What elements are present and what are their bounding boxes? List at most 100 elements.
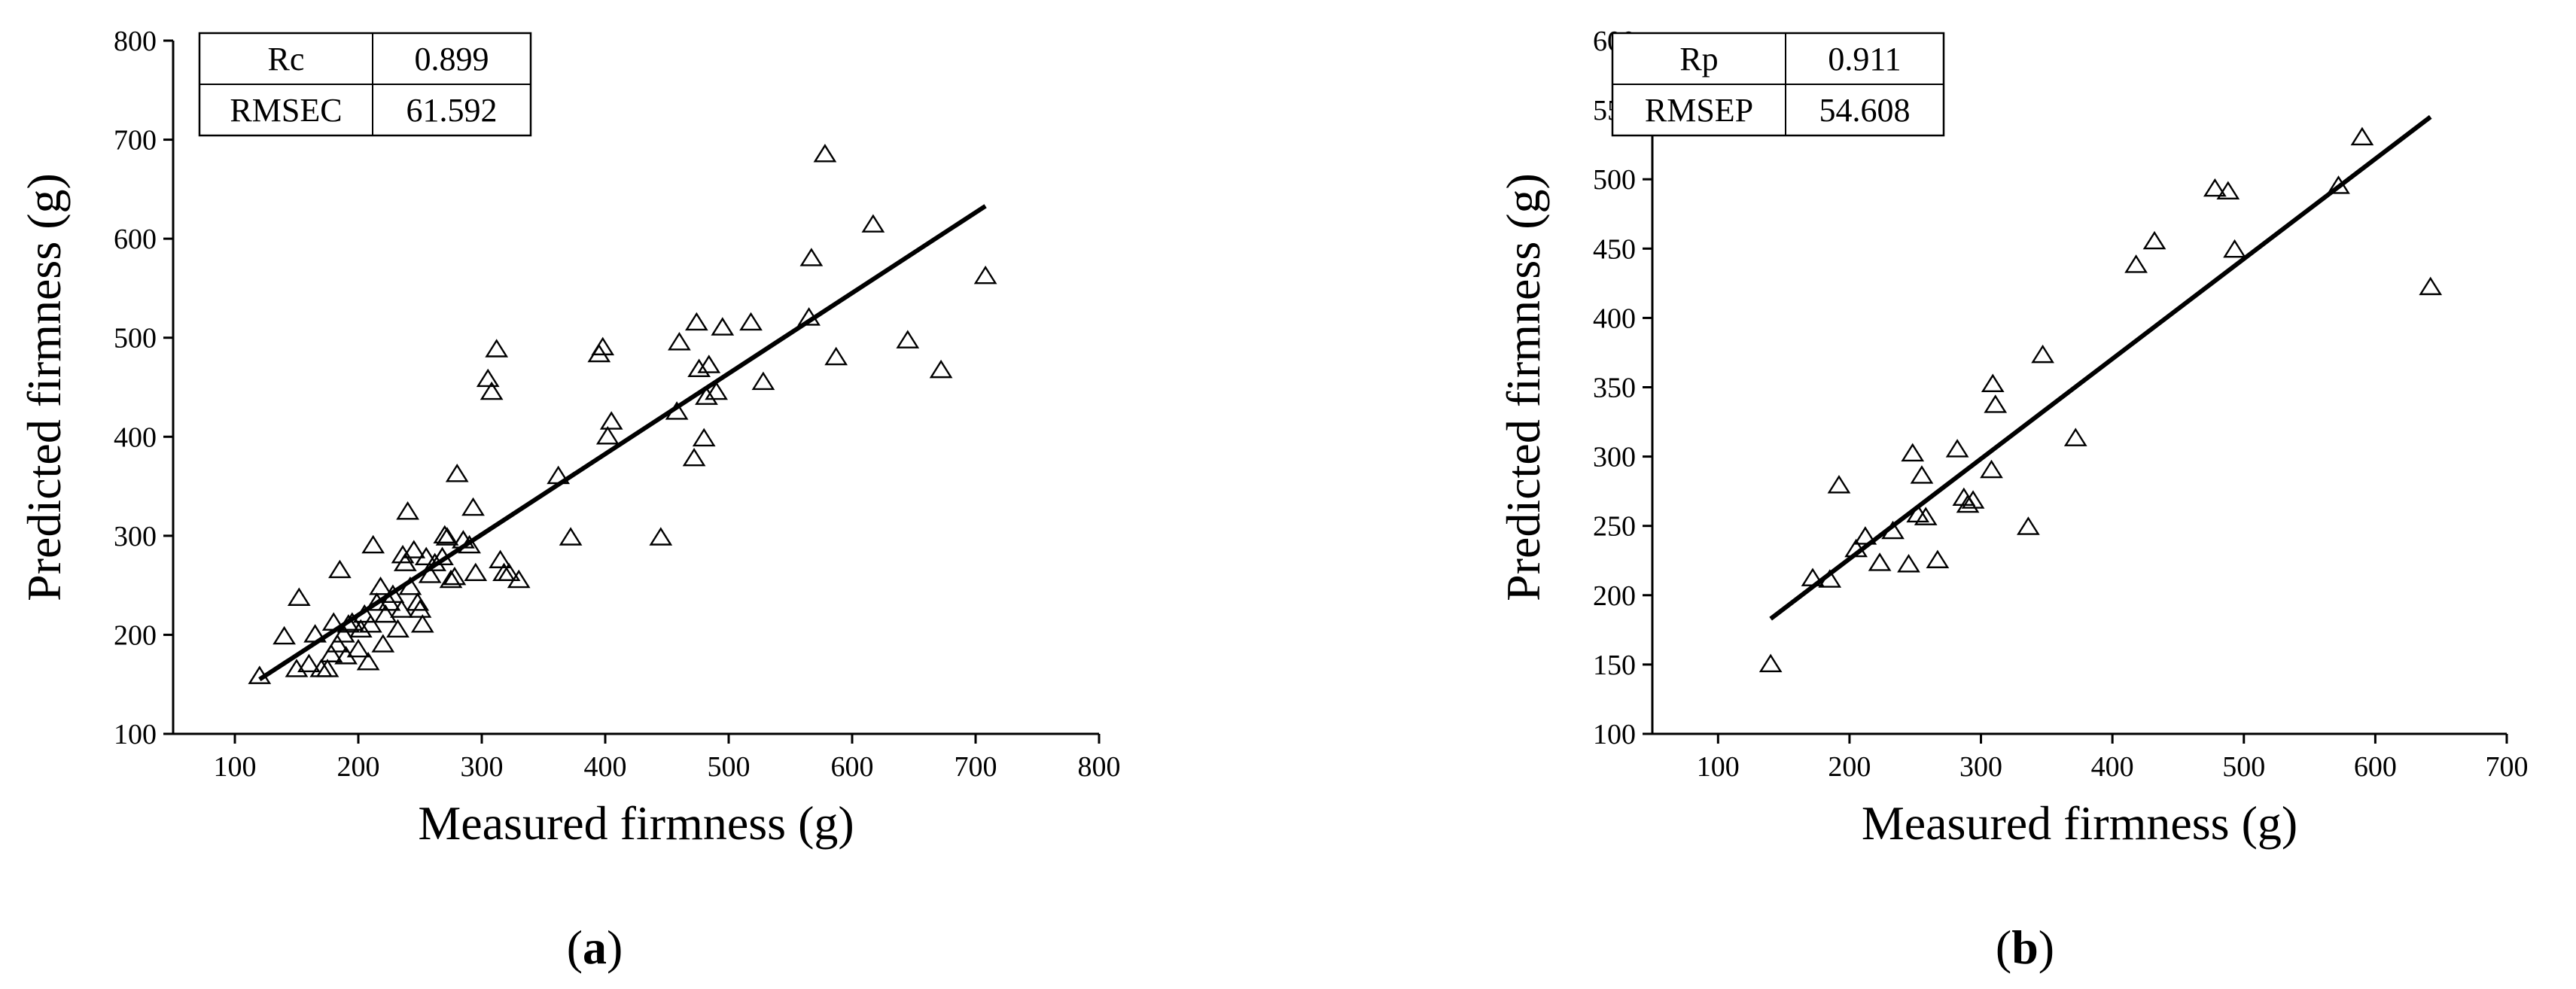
- y-tick-label: 600: [114, 224, 157, 255]
- data-point: [303, 624, 327, 643]
- stats-label: Rc: [268, 41, 305, 78]
- data-point: [2142, 230, 2166, 250]
- stats-label: RMSEC: [230, 92, 342, 129]
- y-tick-label: 300: [114, 521, 157, 552]
- data-point: [418, 564, 442, 583]
- data-point: [1980, 459, 2003, 479]
- data-point: [287, 587, 311, 606]
- data-point: [464, 562, 488, 582]
- data-point: [2017, 516, 2040, 535]
- data-point: [248, 665, 272, 684]
- data-point: [668, 332, 691, 351]
- data-point: [697, 355, 721, 373]
- data-point: [559, 527, 583, 546]
- data-point: [433, 525, 457, 544]
- stats-label: RMSEP: [1645, 92, 1753, 129]
- data-point: [321, 612, 346, 631]
- data-point: [390, 599, 413, 618]
- x-tick-label: 700: [955, 751, 997, 783]
- data-point: [507, 569, 531, 589]
- x-tick-label: 300: [461, 751, 504, 783]
- stats-table: Rc 0.899 RMSEC 61.592: [198, 32, 532, 137]
- panel-label-close: ): [2039, 921, 2054, 974]
- y-tick-label: 350: [1593, 373, 1636, 404]
- data-point: [692, 428, 716, 447]
- panel-label-close: ): [607, 921, 623, 974]
- stats-value: 61.592: [406, 92, 498, 129]
- data-point: [435, 527, 459, 546]
- data-point: [1910, 465, 1934, 484]
- stats-table: Rp 0.911 RMSEP 54.608: [1611, 32, 1945, 137]
- panel-label: (b): [1996, 921, 2054, 974]
- data-point: [595, 426, 620, 445]
- x-tick-label: 100: [214, 751, 257, 783]
- y-tick-label: 100: [1593, 719, 1636, 750]
- data-point: [386, 619, 410, 638]
- data-point: [346, 638, 370, 658]
- data-point: [1801, 568, 1825, 586]
- data-point: [797, 307, 821, 326]
- x-tick-label: 200: [337, 751, 380, 783]
- data-point: [423, 552, 447, 571]
- data-point: [431, 546, 454, 566]
- y-tick-label: 400: [1593, 303, 1636, 334]
- data-point: [319, 644, 343, 662]
- y-axis-title: Predicted firmness (g): [1497, 173, 1550, 601]
- data-point: [2063, 428, 2087, 446]
- data-point: [406, 592, 430, 611]
- x-tick-label: 700: [2486, 751, 2529, 783]
- data-point: [371, 634, 395, 653]
- data-point: [739, 312, 763, 331]
- data-point: [705, 381, 728, 400]
- data-point: [349, 619, 373, 638]
- y-axis-title: Predicted firmness (g): [17, 173, 71, 601]
- y-tick-label: 500: [114, 323, 157, 355]
- y-tick-label: 800: [114, 26, 157, 57]
- data-point: [334, 646, 358, 665]
- data-point: [414, 546, 438, 566]
- data-point: [336, 614, 361, 633]
- x-tick-label: 800: [1078, 751, 1121, 783]
- data-point: [331, 624, 355, 643]
- data-point: [497, 562, 521, 582]
- y-tick-label: 200: [1593, 580, 1636, 612]
- y-tick-label: 500: [1593, 164, 1636, 196]
- data-point: [489, 549, 512, 568]
- data-point: [929, 359, 953, 379]
- stats-value: 0.911: [1828, 41, 1901, 78]
- data-point: [2223, 239, 2246, 258]
- data-point: [2203, 178, 2227, 197]
- data-point: [352, 604, 376, 623]
- data-point: [476, 368, 500, 388]
- panel-label-letter: a: [583, 921, 607, 974]
- y-tick-label: 700: [114, 125, 157, 157]
- data-point: [973, 265, 997, 285]
- data-point: [325, 634, 349, 653]
- data-point: [443, 566, 467, 586]
- panel-label: (a): [567, 921, 623, 974]
- x-tick-label: 500: [2222, 751, 2265, 783]
- data-point: [2327, 175, 2350, 194]
- x-axis-title: Measured firmness (g): [418, 796, 854, 850]
- data-point: [410, 614, 434, 633]
- data-point: [480, 381, 504, 400]
- y-tick-label: 100: [114, 719, 157, 750]
- data-point: [461, 497, 485, 516]
- data-point: [391, 544, 415, 564]
- data-point: [1901, 443, 1925, 462]
- data-point: [687, 358, 711, 378]
- panel-b: 100 200 300 400 500 600 700 100 150 200 250 300 350 4…: [1497, 26, 2529, 974]
- stats-value: 54.608: [1819, 92, 1911, 129]
- data-point: [1945, 439, 1969, 458]
- data-point: [1897, 554, 1920, 573]
- data-point: [398, 577, 422, 595]
- panel-label-letter: b: [2011, 921, 2039, 974]
- y-tick-label: 250: [1593, 511, 1636, 543]
- x-tick-label: 400: [584, 751, 627, 783]
- data-point: [799, 248, 824, 266]
- data-point: [587, 343, 611, 363]
- data-point: [393, 552, 417, 571]
- data-point: [381, 584, 405, 603]
- data-point: [315, 659, 340, 677]
- data-point: [896, 330, 920, 348]
